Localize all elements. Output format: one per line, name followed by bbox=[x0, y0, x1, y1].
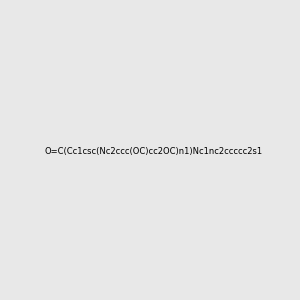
Text: O=C(Cc1csc(Nc2ccc(OC)cc2OC)n1)Nc1nc2ccccc2s1: O=C(Cc1csc(Nc2ccc(OC)cc2OC)n1)Nc1nc2cccc… bbox=[45, 147, 263, 156]
